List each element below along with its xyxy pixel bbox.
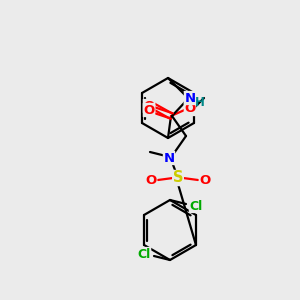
Text: N: N (184, 92, 196, 104)
Text: O: O (143, 100, 155, 112)
Text: O: O (146, 175, 157, 188)
Text: O: O (184, 103, 196, 116)
Text: S: S (173, 170, 183, 185)
Text: H: H (195, 97, 205, 110)
Text: O: O (200, 175, 211, 188)
Text: O: O (143, 103, 155, 116)
Text: Cl: Cl (137, 248, 151, 260)
Text: N: N (164, 152, 175, 164)
Text: Cl: Cl (189, 200, 203, 212)
